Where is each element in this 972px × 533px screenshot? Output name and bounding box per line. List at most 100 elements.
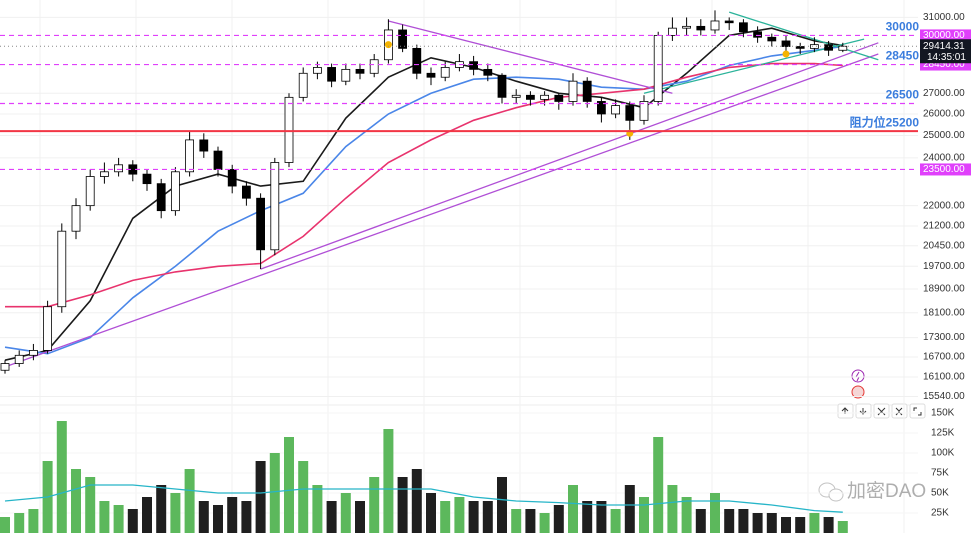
toolbar[interactable] [837, 403, 926, 419]
candle-body [43, 306, 52, 351]
volume-bar [610, 509, 621, 533]
candle-body [810, 44, 819, 49]
level-axis-label: 30000.00 [923, 30, 965, 41]
y-tick-label: 22000.00 [923, 200, 965, 211]
level-label: 28450 [886, 49, 920, 63]
volume-bar [56, 421, 67, 533]
icon [851, 385, 865, 399]
volume-bar [497, 477, 507, 533]
volume-bar [695, 509, 706, 533]
candle-body [540, 94, 549, 100]
level-label: 26500 [886, 88, 920, 102]
volume-bar [482, 501, 493, 533]
volume-tick-label: 150K [931, 408, 955, 419]
candle-body [824, 44, 833, 51]
volume-bar [752, 513, 763, 533]
volume-bar [795, 517, 806, 533]
candle-body [668, 27, 677, 36]
volume-bar [639, 497, 649, 533]
volume-ma [4, 484, 843, 513]
y-tick-label: 25000.00 [923, 130, 965, 141]
volume-bar [781, 517, 791, 533]
candle-body [71, 205, 81, 232]
volume-bar [553, 505, 564, 533]
volume-bar [28, 509, 39, 533]
marker [782, 50, 790, 58]
level-label: 阻力位25200 [850, 114, 920, 129]
candle-body [568, 80, 578, 102]
volume-bar [539, 513, 550, 533]
candle-body [597, 101, 606, 115]
last-price-box [920, 39, 971, 64]
volume-bar [269, 453, 280, 533]
volume-bar [99, 501, 110, 533]
candle-body [114, 164, 123, 173]
volume-bar [426, 493, 436, 533]
volume-bar [355, 501, 365, 533]
volume-bar [284, 437, 294, 533]
trendline [260, 42, 879, 270]
volume-bar [823, 517, 834, 533]
moving-average [4, 27, 843, 361]
y-tick-label: 16100.00 [923, 372, 965, 383]
candle-body [412, 47, 422, 74]
candle-body [440, 67, 450, 78]
candle-body [554, 94, 564, 102]
candle-body [611, 105, 620, 115]
volume-bar [710, 493, 720, 533]
candle-body [398, 29, 408, 49]
volume-bar [667, 485, 678, 533]
volume-bar [837, 521, 848, 533]
candle-body [213, 150, 223, 170]
y-tick-label: 18900.00 [923, 284, 965, 295]
volume-tick-label: 125K [931, 428, 955, 439]
candle-body [0, 363, 10, 371]
candle-body [341, 68, 351, 82]
candle-body [625, 105, 635, 121]
candle-body [312, 67, 322, 74]
candle-body [100, 171, 109, 177]
volume-bar [113, 505, 124, 533]
y-tick-label: 24000.00 [923, 153, 965, 164]
volume-bar [85, 477, 96, 533]
candle-body [526, 94, 535, 100]
icon [913, 407, 922, 416]
candle-body [426, 72, 436, 78]
level-axis-label: 28450.00 [923, 59, 965, 70]
level-axis-box [920, 29, 971, 42]
candle-body [511, 94, 521, 98]
level-label: 30000 [886, 20, 920, 34]
icon [828, 488, 844, 502]
y-tick-label: 27000.00 [923, 88, 965, 99]
volume-bar [170, 493, 181, 533]
button-expand[interactable] [909, 403, 926, 419]
icon [877, 407, 886, 416]
volume-bar [809, 513, 820, 533]
volume-bar [454, 497, 465, 533]
moving-average [5, 62, 843, 308]
volume-bar [440, 501, 451, 533]
candle-body [28, 350, 38, 356]
volume-bar [127, 509, 138, 533]
candle-body [284, 96, 294, 163]
last-price-label: 29414.31 [923, 41, 965, 52]
volume-bar [156, 485, 167, 533]
icons [818, 369, 926, 502]
volume-bar [766, 513, 777, 533]
watermark-logo [818, 482, 844, 502]
volume-tick-label: 25K [931, 508, 949, 519]
candle-body [653, 35, 663, 102]
icon [895, 407, 903, 416]
volume-bar [312, 485, 323, 533]
volume-bar [681, 497, 692, 533]
candle-body [256, 197, 266, 251]
volume-bar [397, 477, 408, 533]
y-tick-label: 15540.00 [923, 391, 965, 402]
volume-bar [511, 509, 522, 533]
candle-body [795, 46, 805, 49]
watermark: 加密DAO [847, 480, 926, 502]
y-tick-label: 31000.00 [923, 12, 965, 23]
volume-bar [383, 429, 394, 533]
level-axis-label: 23500.00 [923, 164, 965, 175]
volume-bar [184, 469, 195, 533]
